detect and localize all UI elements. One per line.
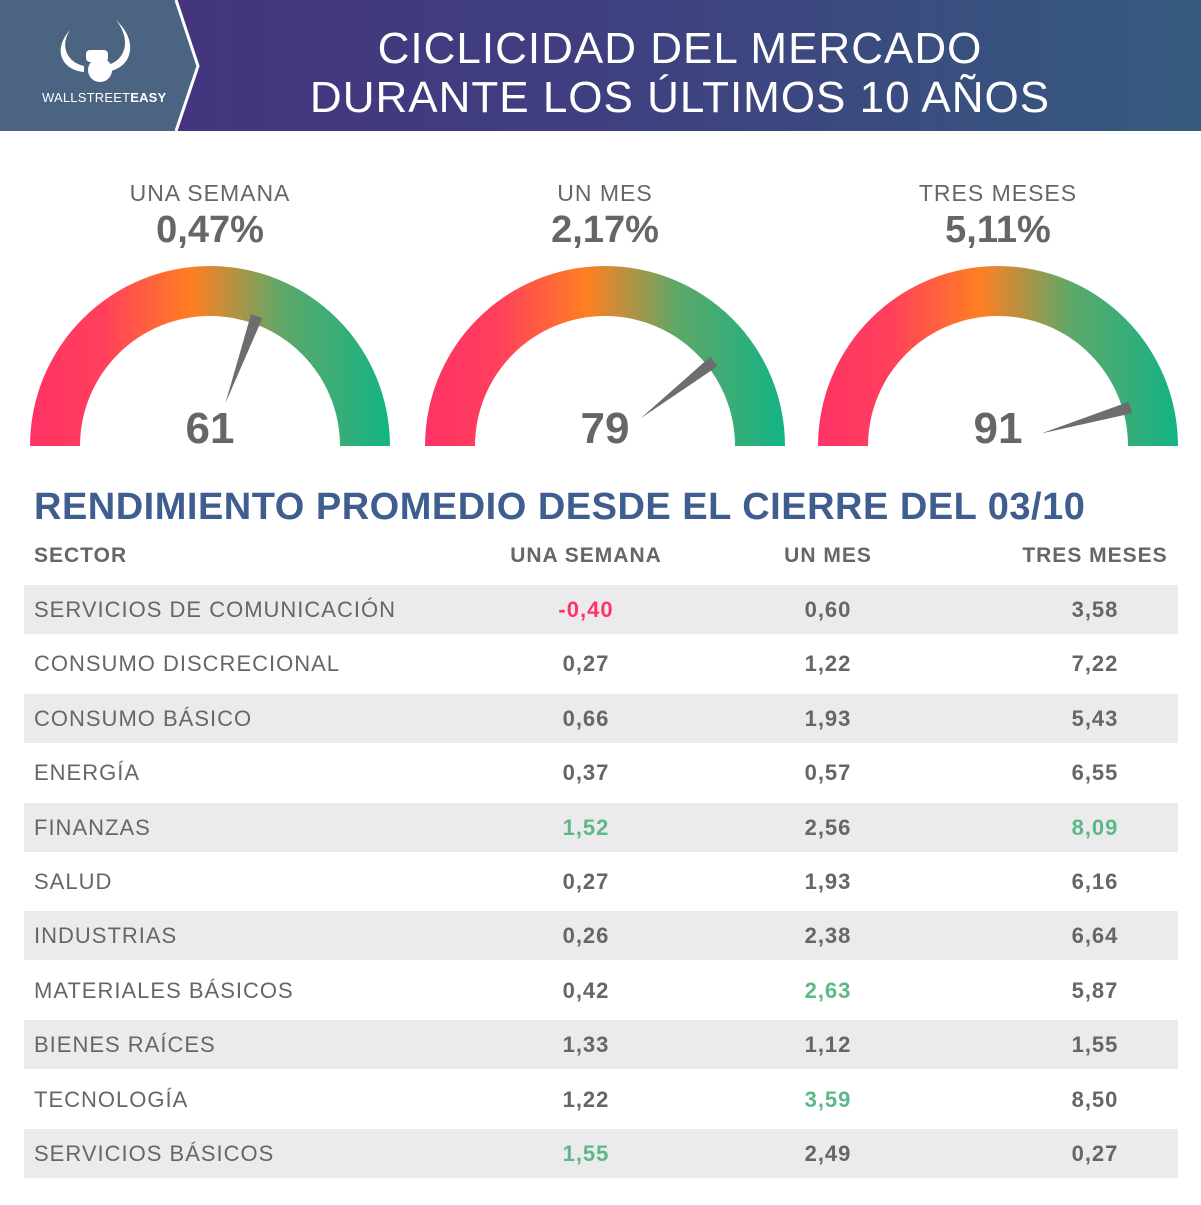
week-value: 1,52 [562, 814, 610, 840]
gauge-needle [225, 314, 263, 404]
week-value: 0,27 [562, 651, 610, 677]
week-value: 1,33 [562, 1032, 610, 1058]
table-row: CONSUMO BÁSICO 0,66 1,93 5,43 [24, 693, 1178, 743]
three-month-value: 6,16 [1071, 869, 1119, 894]
col-month: UN MES [784, 544, 872, 567]
sector-name: ENERGÍA [34, 760, 141, 786]
three-month-value: 5,43 [1071, 705, 1119, 731]
col-sector: SECTOR [34, 544, 128, 567]
three-month-value: 5,87 [1071, 977, 1119, 1003]
sector-name: CONSUMO BÁSICO [34, 705, 253, 731]
week-value: 0,26 [562, 923, 610, 949]
col-week: UNA SEMANA [510, 544, 662, 567]
sector-name: CONSUMO DISCRECIONAL [34, 651, 341, 677]
month-value: 1,93 [804, 869, 852, 894]
sector-name: SERVICIOS DE COMUNICACIÓN [34, 597, 396, 622]
gauge-needle [640, 356, 718, 419]
month-value: 0,57 [804, 760, 852, 786]
sector-name: SALUD [34, 869, 113, 894]
gauge-arc [425, 266, 785, 446]
sector-name: TECNOLOGÍA [34, 1086, 189, 1112]
sector-name: MATERIALES BÁSICOS [34, 977, 294, 1003]
sector-name: FINANZAS [34, 814, 151, 840]
brand-logo-text: WALLSTREETEASY [42, 90, 166, 105]
gauge-needle [1041, 401, 1133, 434]
gauge-label: UNA SEMANA [129, 180, 291, 206]
header-banner: WALLSTREETEASY CICLICIDAD DEL MERCADO DU… [0, 0, 1201, 131]
gauge: UNA SEMANA 0,47% 61 [20, 176, 400, 456]
gauge-arc [30, 266, 390, 446]
month-value: 1,12 [804, 1032, 852, 1058]
month-value: 3,59 [804, 1086, 852, 1112]
gauge-score: 79 [580, 404, 630, 453]
three-month-value: 6,55 [1071, 760, 1119, 786]
col-three-months: TRES MESES [1022, 544, 1168, 567]
gauge-percent: 2,17% [551, 209, 659, 251]
gauge-dial [818, 266, 1178, 446]
three-month-value: 6,64 [1071, 923, 1119, 949]
table-row: CONSUMO DISCRECIONAL 0,27 1,22 7,22 [24, 639, 1178, 688]
sector-name: INDUSTRIAS [34, 923, 178, 949]
gauge: TRES MESES 5,11% 91 [808, 176, 1188, 456]
table-row: BIENES RAÍCES 1,33 1,12 1,55 [24, 1020, 1178, 1070]
page-title: CICLICIDAD DEL MERCADO DURANTE LOS ÚLTIM… [220, 24, 1140, 122]
three-month-value: 7,22 [1071, 651, 1119, 677]
week-value: 1,22 [562, 1086, 610, 1112]
week-value: 0,37 [562, 760, 610, 786]
month-value: 2,49 [804, 1141, 852, 1166]
week-value: -0,40 [558, 597, 614, 622]
table-row: ENERGÍA 0,37 0,57 6,55 [24, 748, 1178, 797]
month-value: 2,56 [804, 814, 852, 840]
month-value: 1,93 [804, 705, 852, 731]
brand-light: WALLSTREET [42, 90, 131, 105]
three-month-value: 0,27 [1071, 1141, 1119, 1166]
week-value: 0,27 [562, 869, 610, 894]
table-row: SERVICIOS DE COMUNICACIÓN -0,40 0,60 3,5… [24, 585, 1178, 634]
logo-panel [0, 0, 200, 131]
gauge-score: 61 [185, 404, 235, 453]
brand-bold: EASY [130, 90, 167, 105]
gauge-dial [425, 266, 785, 446]
sector-name: SERVICIOS BÁSICOS [34, 1141, 275, 1166]
gauge-percent: 0,47% [156, 209, 264, 251]
gauge-score: 91 [973, 404, 1023, 453]
gauge: UN MES 2,17% 79 [415, 176, 795, 456]
month-value: 2,63 [804, 977, 852, 1003]
bull-fist-logo-icon [60, 20, 131, 82]
week-value: 0,66 [562, 705, 610, 731]
gauge-percent: 5,11% [945, 209, 1051, 251]
sector-name: BIENES RAÍCES [34, 1032, 216, 1058]
week-value: 0,42 [562, 977, 610, 1003]
table-row: FINANZAS 1,52 2,56 8,09 [24, 802, 1178, 852]
title-line-1: CICLICIDAD DEL MERCADO [377, 24, 983, 73]
three-month-value: 3,58 [1071, 597, 1119, 622]
gauge-dial [30, 266, 390, 446]
three-month-value: 8,09 [1071, 814, 1119, 840]
table-row: SALUD 0,27 1,93 6,16 [24, 857, 1178, 906]
month-value: 2,38 [804, 923, 852, 949]
gauge-arc [818, 266, 1178, 446]
three-month-value: 1,55 [1071, 1032, 1119, 1058]
gauge-label: UN MES [557, 180, 653, 206]
section-title: RENDIMIENTO PROMEDIO DESDE EL CIERRE DEL… [34, 486, 1086, 528]
table-header: SECTOR UNA SEMANA UN MES TRES MESES [24, 532, 1178, 581]
table-row: MATERIALES BÁSICOS 0,42 2,63 5,87 [24, 966, 1178, 1015]
table-row: TECNOLOGÍA 1,22 3,59 8,50 [24, 1075, 1178, 1124]
month-value: 0,60 [804, 597, 852, 622]
title-line-2: DURANTE LOS ÚLTIMOS 10 AÑOS [309, 73, 1051, 122]
three-month-value: 8,50 [1071, 1086, 1119, 1112]
gauge-label: TRES MESES [918, 180, 1078, 206]
week-value: 1,55 [562, 1141, 610, 1166]
table-row: INDUSTRIAS 0,26 2,38 6,64 [24, 911, 1178, 961]
table-row: SERVICIOS BÁSICOS 1,55 2,49 0,27 [24, 1129, 1178, 1178]
month-value: 1,22 [804, 651, 852, 677]
